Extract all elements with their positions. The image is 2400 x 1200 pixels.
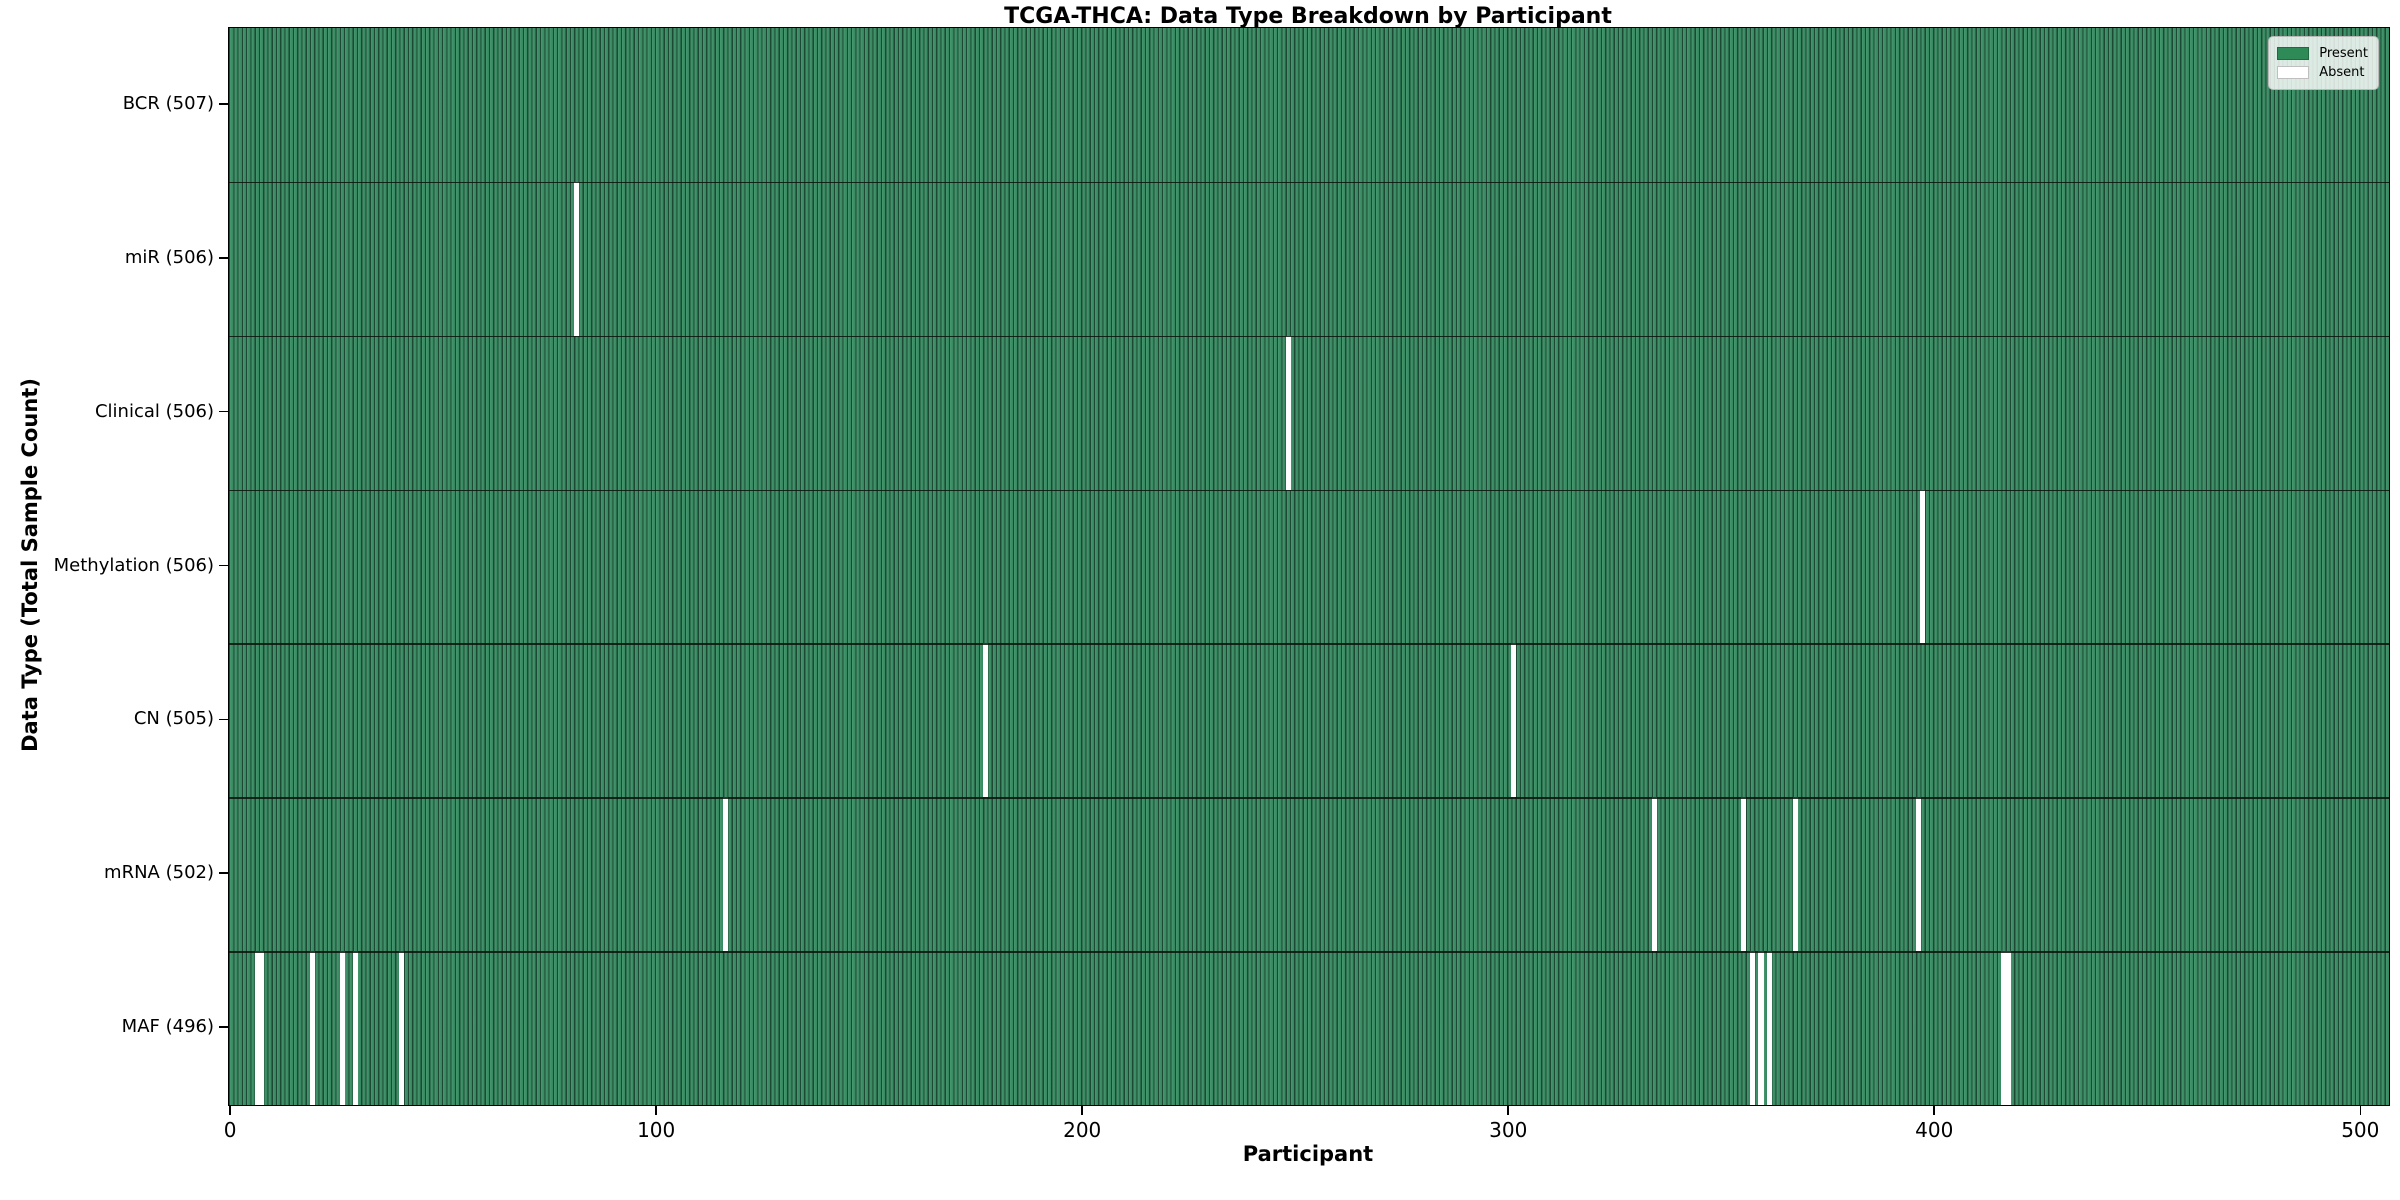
legend-present-label: Present bbox=[2319, 46, 2368, 61]
row-divider bbox=[229, 797, 2389, 799]
absent-gap bbox=[2005, 951, 2011, 1105]
absent-gap bbox=[1749, 951, 1755, 1105]
absent-gap bbox=[1766, 951, 1773, 1105]
absent-gap bbox=[1651, 797, 1657, 952]
absent-gap bbox=[723, 797, 729, 952]
x-tick-mark bbox=[1933, 1106, 1936, 1115]
absent-gap bbox=[399, 951, 405, 1105]
x-tick-label: 500 bbox=[2341, 1118, 2380, 1142]
x-tick-label: 300 bbox=[1489, 1118, 1528, 1142]
absent-gap bbox=[1792, 797, 1798, 952]
y-tick-mark bbox=[219, 564, 228, 567]
x-tick-label: 100 bbox=[637, 1118, 676, 1142]
x-tick-label: 400 bbox=[1915, 1118, 1954, 1142]
y-tick-mark bbox=[219, 718, 228, 721]
y-tick-label: BCR (507) bbox=[122, 92, 214, 114]
y-tick-label: MAF (496) bbox=[121, 1016, 214, 1038]
y-tick-mark bbox=[219, 1026, 228, 1028]
row-methylation bbox=[229, 489, 2389, 644]
y-tick-mark bbox=[219, 410, 228, 413]
x-tick-label: 0 bbox=[223, 1118, 237, 1142]
absent-gap bbox=[352, 951, 358, 1105]
absent-gap bbox=[2001, 951, 2007, 1105]
x-tick-mark bbox=[655, 1106, 657, 1115]
plot-area: Present Absent bbox=[228, 27, 2390, 1106]
row-cn bbox=[229, 643, 2389, 798]
x-tick-mark bbox=[229, 1106, 231, 1115]
x-tick-mark bbox=[1081, 1106, 1083, 1115]
y-tick-mark bbox=[219, 872, 228, 874]
row-bcr bbox=[229, 28, 2389, 182]
absent-gap bbox=[1916, 797, 1922, 952]
row-divider bbox=[229, 489, 2389, 491]
absent-gap bbox=[574, 181, 580, 336]
chart-title: TCGA-THCA: Data Type Breakdown by Partic… bbox=[1004, 4, 1612, 29]
legend-item-present: Present bbox=[2277, 45, 2368, 62]
absent-gap bbox=[1758, 951, 1764, 1105]
legend-item-absent: Absent bbox=[2277, 64, 2368, 81]
row-divider bbox=[229, 951, 2389, 953]
row-maf bbox=[229, 951, 2389, 1105]
y-tick-label: Methylation (506) bbox=[53, 554, 214, 576]
absent-gap bbox=[1511, 643, 1517, 798]
absent-gap bbox=[983, 643, 989, 798]
row-clinical bbox=[229, 335, 2389, 490]
absent-gap bbox=[1741, 797, 1747, 952]
y-tick-label: Clinical (506) bbox=[94, 400, 214, 422]
legend-present-swatch-icon bbox=[2277, 47, 2310, 60]
legend: Present Absent bbox=[2268, 36, 2379, 90]
row-mrna bbox=[229, 797, 2389, 952]
row-divider bbox=[229, 643, 2389, 645]
absent-gap bbox=[309, 951, 315, 1105]
row-divider bbox=[229, 335, 2389, 338]
y-tick-label: miR (506) bbox=[124, 246, 214, 268]
y-tick-mark bbox=[219, 256, 228, 259]
x-tick-mark bbox=[2359, 1106, 2362, 1115]
absent-gap bbox=[339, 951, 345, 1105]
legend-absent-label: Absent bbox=[2319, 65, 2365, 80]
row-mir bbox=[229, 181, 2389, 336]
absent-gap bbox=[258, 951, 264, 1105]
absent-gap bbox=[1920, 489, 1926, 644]
absent-gap bbox=[1285, 335, 1291, 490]
x-tick-mark bbox=[1507, 1106, 1510, 1115]
y-tick-label: mRNA (502) bbox=[104, 862, 214, 884]
legend-absent-swatch-icon bbox=[2277, 66, 2310, 79]
row-divider bbox=[229, 181, 2389, 184]
x-axis-title: Participant bbox=[1242, 1142, 1374, 1166]
y-tick-mark bbox=[219, 103, 228, 105]
x-tick-label: 200 bbox=[1063, 1118, 1102, 1142]
absent-gap bbox=[254, 951, 260, 1105]
y-tick-label: CN (505) bbox=[133, 708, 214, 730]
